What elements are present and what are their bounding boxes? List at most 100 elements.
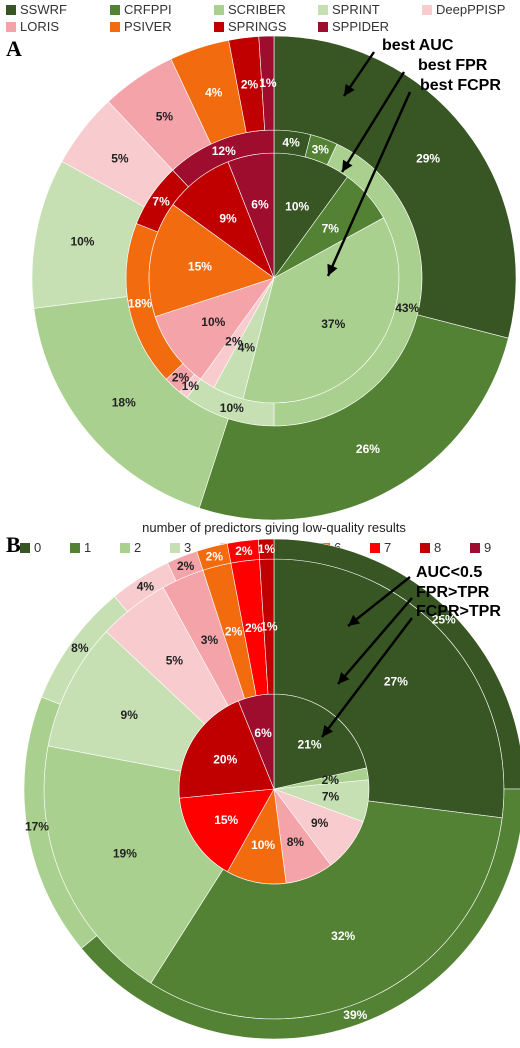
legend-label: SPPIDER bbox=[332, 19, 389, 34]
slice-sswrf bbox=[273, 35, 517, 339]
slice-label: 4% bbox=[282, 136, 300, 150]
legend-label: 7 bbox=[384, 540, 391, 555]
legend-item-3: 3 bbox=[170, 540, 191, 555]
legend-item-9: 9 bbox=[470, 540, 491, 555]
legend-swatch bbox=[110, 5, 120, 15]
legend-swatch bbox=[20, 543, 30, 553]
slice-label: 26% bbox=[356, 442, 380, 456]
legend-item-1: 1 bbox=[70, 540, 91, 555]
legend-swatch bbox=[318, 5, 328, 15]
ring-fpr-tpr bbox=[43, 558, 505, 1020]
slice-label: 25% bbox=[432, 612, 456, 626]
legend-swatch bbox=[110, 22, 120, 32]
annotation-arrowhead bbox=[338, 672, 350, 684]
slice-label: 4% bbox=[137, 579, 155, 593]
annotation-label: FCPR>TPR bbox=[416, 603, 501, 620]
slice-label: 7% bbox=[322, 789, 340, 803]
legend-label: 9 bbox=[484, 540, 491, 555]
legend-item-loris: LORIS bbox=[6, 19, 59, 34]
slice-label: 10% bbox=[220, 401, 244, 415]
legend-item-scriber: SCRIBER bbox=[214, 2, 286, 17]
legend-swatch bbox=[120, 543, 130, 553]
slice-label: 2% bbox=[322, 773, 340, 787]
slice-label: 21% bbox=[298, 737, 322, 751]
annotation-arrowhead bbox=[342, 159, 353, 172]
pie-chart-b: 21%2%7%9%8%10%15%20%6%27%32%19%9%5%3%2% 2… bbox=[23, 538, 520, 1040]
slice-label: 20% bbox=[213, 752, 237, 766]
legend-item-sprint: SPRINT bbox=[318, 2, 380, 17]
slice-label: 18% bbox=[128, 297, 152, 311]
slice-label: 4% bbox=[205, 86, 223, 100]
annotation-label: AUC<0.5 bbox=[416, 564, 482, 581]
legend-label: SPRINT bbox=[332, 2, 380, 17]
slice-sppider bbox=[258, 35, 275, 131]
ring-best-auc bbox=[31, 35, 517, 521]
ring-fcpr-tpr bbox=[178, 693, 370, 885]
ring-best-fpr bbox=[125, 129, 423, 427]
legend-label: SSWRF bbox=[20, 2, 67, 17]
legend-label: SPRINGS bbox=[228, 19, 287, 34]
legend-label: SCRIBER bbox=[228, 2, 286, 17]
annotation-arrow bbox=[326, 91, 412, 277]
slice-label: 1% bbox=[182, 379, 200, 393]
annotation-arrow bbox=[337, 597, 413, 685]
legend-swatch bbox=[420, 543, 430, 553]
slice-label: 9% bbox=[219, 212, 237, 226]
annotation-label: best FCPR bbox=[420, 77, 501, 94]
slice-label: 9% bbox=[121, 708, 139, 722]
slice-label: 10% bbox=[285, 200, 309, 214]
legend-label: 3 bbox=[184, 540, 191, 555]
legend-swatch bbox=[422, 5, 432, 15]
slice-8 bbox=[257, 538, 275, 560]
legend-item-sppider: SPPIDER bbox=[318, 19, 389, 34]
legend-label: 2 bbox=[134, 540, 141, 555]
slice-label: 10% bbox=[201, 315, 225, 329]
legend-panel-a: SSWRF CRFPPI SCRIBER SPRINT DeepPPISP LORIS PS… bbox=[6, 2, 505, 34]
annotation-arrowhead bbox=[344, 83, 355, 96]
slice-label: 2% bbox=[241, 78, 259, 92]
legend-label: CRFPPI bbox=[124, 2, 172, 17]
legend-label: LORIS bbox=[20, 19, 59, 34]
legend-label: DeepPPISP bbox=[436, 2, 505, 17]
legend-swatch bbox=[214, 22, 224, 32]
slice-label: 5% bbox=[156, 110, 174, 124]
legend-swatch bbox=[214, 5, 224, 15]
legend-item-crfppi: CRFPPI bbox=[110, 2, 172, 17]
slice-label: 2% bbox=[172, 371, 190, 385]
slice-label: 8% bbox=[287, 835, 305, 849]
legend-swatch bbox=[370, 543, 380, 553]
pie-chart-a: 10%7%37%4%2%10%15%9%6%4% 3%43%10%1%2%18%7… bbox=[31, 35, 517, 521]
slice-label: 17% bbox=[25, 820, 49, 834]
slice-label: 8% bbox=[71, 641, 89, 655]
annotation-arrowhead bbox=[348, 614, 361, 626]
slice-label: 7% bbox=[322, 221, 340, 235]
legend-label: 0 bbox=[34, 540, 41, 555]
annotation-arrow bbox=[340, 71, 406, 173]
annotation-arrowhead bbox=[327, 263, 338, 276]
panel-label-a: A bbox=[6, 36, 22, 61]
slice-label: 2% bbox=[206, 550, 224, 564]
slice-scriber bbox=[33, 296, 229, 509]
legend-item-7: 7 bbox=[370, 540, 391, 555]
slice-label: 39% bbox=[343, 1008, 367, 1022]
panel-b-title: number of predictors giving low-quality … bbox=[142, 520, 406, 535]
slice-label: 5% bbox=[166, 654, 184, 668]
slice-label: 2% bbox=[225, 334, 243, 348]
legend-swatch bbox=[170, 543, 180, 553]
slice-label: 4% bbox=[238, 341, 256, 355]
slice-label: 10% bbox=[251, 838, 275, 852]
legend-item-deepppisp: DeepPPISP bbox=[422, 2, 505, 17]
annotation-arrowhead bbox=[322, 724, 334, 737]
slice-label: 1% bbox=[259, 76, 277, 90]
legend-item-sswrf: SSWRF bbox=[6, 2, 67, 17]
slice-label: 5% bbox=[111, 151, 129, 165]
slice-label: 10% bbox=[70, 234, 94, 248]
slice-label: 15% bbox=[214, 813, 238, 827]
slice-label: 12% bbox=[212, 144, 236, 158]
slice-label: 6% bbox=[251, 197, 269, 211]
annotation-label: best AUC bbox=[382, 37, 454, 54]
ring-best-fcpr bbox=[148, 152, 400, 404]
slice-label: 2% bbox=[245, 621, 263, 635]
slice-label: 43% bbox=[395, 301, 419, 315]
